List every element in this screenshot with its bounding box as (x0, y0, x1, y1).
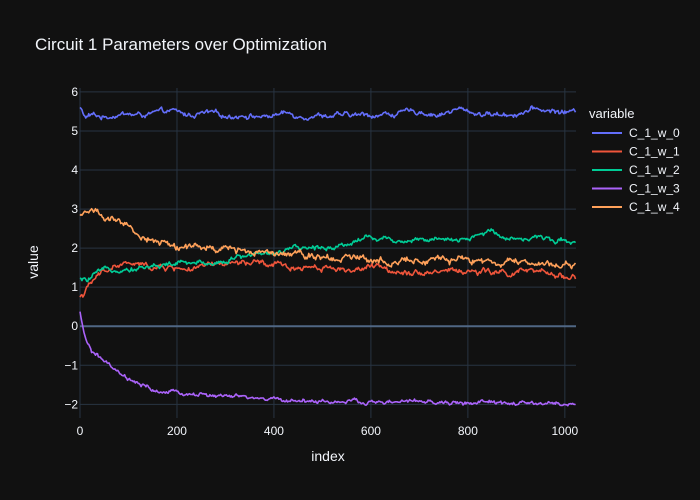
x-axis-title: index (311, 448, 344, 464)
legend-label: C_1_w_0 (629, 126, 680, 140)
x-tick-label: 600 (361, 424, 381, 438)
x-tick-label: 800 (458, 424, 478, 438)
x-tick-label: 0 (77, 424, 84, 438)
y-tick-label: −1 (64, 358, 78, 372)
legend-title: variable (589, 106, 635, 121)
series-line-C_1_w_3 (79, 311, 576, 407)
tick-layer: 0 200 400 600 800 1000 −2 −1 0 1 2 3 4 5 6 (64, 85, 578, 438)
legend: variable C_1_w_0 C_1_w_1 C_1_w_2 C_1_w_3 C_1… (589, 106, 680, 214)
y-axis-title: value (25, 245, 41, 279)
grid-layer (79, 88, 576, 418)
y-tick-label: 1 (71, 280, 78, 294)
x-tick-label: 200 (167, 424, 187, 438)
x-tick-label: 1000 (551, 424, 578, 438)
y-tick-label: 6 (71, 85, 78, 99)
chart-title: Circuit 1 Parameters over Optimization (35, 35, 327, 54)
legend-label: C_1_w_2 (629, 163, 680, 177)
series-line-C_1_w_0 (79, 105, 577, 121)
series-line-C_1_w_2 (79, 228, 577, 283)
series-line-C_1_w_4 (79, 207, 577, 270)
legend-label: C_1_w_1 (629, 145, 680, 159)
x-tick-label: 400 (264, 424, 284, 438)
legend-label: C_1_w_4 (629, 200, 680, 214)
y-tick-label: 2 (71, 241, 78, 255)
y-tick-label: 4 (71, 163, 78, 177)
y-tick-label: 3 (71, 202, 78, 216)
legend-label: C_1_w_3 (629, 182, 680, 196)
y-tick-label: −2 (64, 397, 78, 411)
y-tick-label: 0 (71, 319, 78, 333)
series-layer (79, 105, 577, 407)
y-tick-label: 5 (71, 124, 78, 138)
